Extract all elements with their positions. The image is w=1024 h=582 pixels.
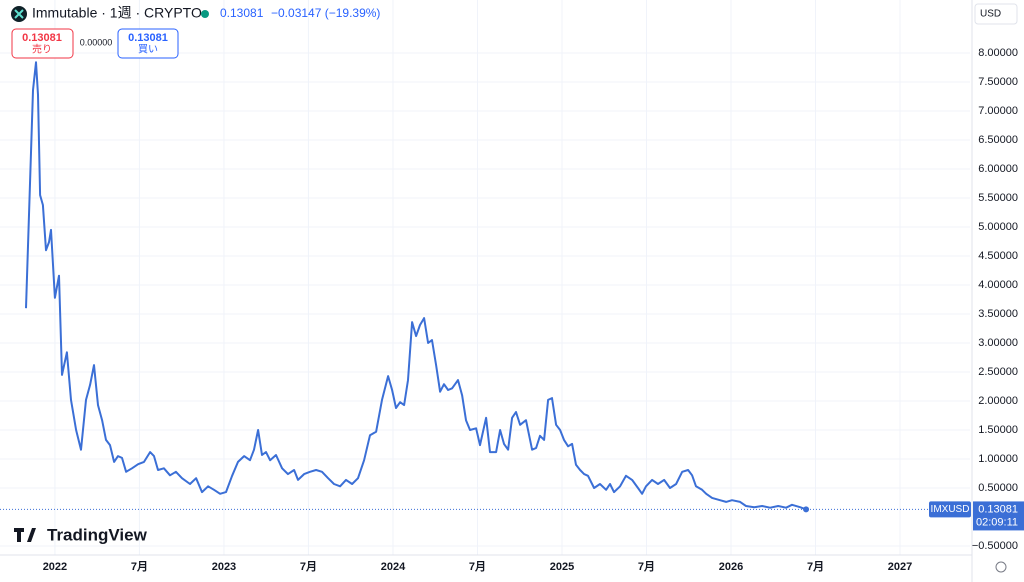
y-tick-label: 5.00000 <box>978 221 1018 233</box>
y-tick-label: 8.00000 <box>978 47 1018 59</box>
price-tag-countdown: 02:09:11 <box>976 516 1018 528</box>
brand-logo <box>14 528 36 542</box>
symbol-title: Immutable · 1週 · CRYPTO <box>32 5 202 21</box>
y-tick-label: 0.50000 <box>978 482 1018 494</box>
price-line <box>25 61 807 511</box>
price-change: −0.03147 (−19.39%) <box>271 6 380 20</box>
y-tick-label: 4.50000 <box>978 250 1018 262</box>
y-tick-label: 1.00000 <box>978 453 1018 465</box>
x-tick-label: 7月 <box>300 560 317 573</box>
buy-price: 0.13081 <box>128 32 168 44</box>
grid <box>0 0 970 555</box>
y-tick-label: 4.00000 <box>978 279 1018 291</box>
plot <box>0 61 972 511</box>
y-tick-label: 7.00000 <box>978 105 1018 117</box>
y-tick-label: 2.50000 <box>978 366 1018 378</box>
y-tick-label: 6.00000 <box>978 163 1018 175</box>
spread: 0.00000 <box>80 37 113 47</box>
y-tick-label: −0.50000 <box>972 540 1018 552</box>
y-tick-label: 6.50000 <box>978 134 1018 146</box>
sell-button[interactable] <box>11 28 74 59</box>
x-tick-label: 2027 <box>888 561 912 573</box>
x-tick-label: 2025 <box>550 561 574 573</box>
last-point <box>803 506 810 513</box>
brand: TradingView <box>47 525 148 544</box>
sell-label: 売り <box>32 43 52 56</box>
y-tick-label: 7.50000 <box>978 76 1018 88</box>
buy-label: 買い <box>138 44 158 56</box>
x-tick-label: 2024 <box>381 561 406 573</box>
x-tick-label: 7月 <box>638 560 655 573</box>
symbol-icon <box>14 9 24 19</box>
y-tick-label: 1.50000 <box>978 424 1018 436</box>
x-tick-label: 2023 <box>212 561 236 573</box>
last-price: 0.13081 <box>220 6 264 20</box>
x-tick-label: 7月 <box>807 560 824 573</box>
currency: USD <box>980 9 1001 20</box>
x-tick-label: 7月 <box>131 560 148 573</box>
status-dot <box>201 10 209 18</box>
settings-icon[interactable] <box>995 561 1007 573</box>
x-tick-label: 7月 <box>469 560 486 573</box>
x-tick-label: 2026 <box>719 561 743 573</box>
buy-button[interactable] <box>117 28 179 59</box>
price-tag <box>973 501 1024 531</box>
currency-button[interactable] <box>974 3 1018 25</box>
x-tick-label: 2022 <box>43 561 67 573</box>
y-tick-label: 3.50000 <box>978 308 1018 320</box>
symbol-tag-label: IMXUSD <box>931 504 970 515</box>
y-tick-label: 2.00000 <box>978 395 1018 407</box>
y-tick-label: 5.50000 <box>978 192 1018 204</box>
sell-price: 0.13081 <box>22 32 62 44</box>
y-tick-label: 3.00000 <box>978 337 1018 349</box>
price-tag-value: 0.13081 <box>978 503 1018 515</box>
symbol-tag <box>929 501 971 518</box>
